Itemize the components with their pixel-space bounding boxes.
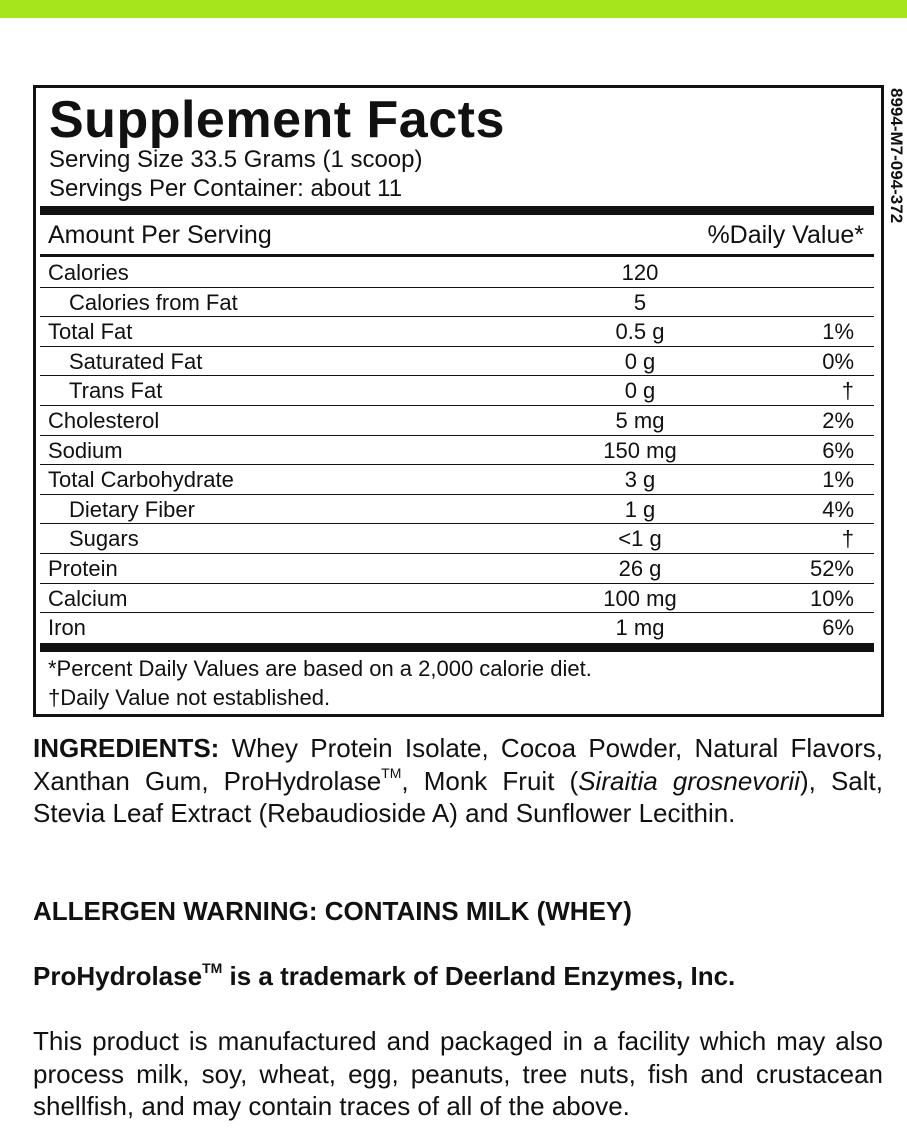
daily-value: 1% — [822, 467, 854, 493]
nutrient-amount: 0.5 g — [615, 319, 665, 345]
product-code: 8994-M7-094-372 — [887, 88, 906, 224]
nutrient-amount: 3 g — [624, 467, 656, 493]
ingredients-text: Whey Protein Isolate, Cocoa Powder, Natu… — [33, 733, 883, 796]
daily-value: 1% — [822, 319, 854, 345]
servings-per-container: Servings Per Container: about 11 — [49, 175, 403, 202]
row-rule — [40, 375, 874, 377]
nutrient-row: Cholesterol 5 mg 2% — [40, 406, 874, 436]
nutrient-amount: 150 mg — [603, 437, 677, 463]
daily-value: 2% — [822, 408, 854, 433]
serving-size: Serving Size 33.5 Grams (1 scoop) — [49, 146, 423, 173]
trademark-note: ProHydrolaseTM is a trademark of Deerlan… — [33, 960, 883, 993]
nutrient-amount: 0 g — [624, 378, 656, 404]
trademark-mark: TM — [202, 960, 223, 976]
daily-value: † — [841, 378, 854, 404]
medium-rule — [40, 254, 874, 257]
ingredients-label: INGREDIENTS: — [33, 733, 220, 763]
nutrient-row: Total Carbohydrate 3 g 1% — [40, 465, 874, 495]
nutrient-amount: 5 — [633, 289, 647, 315]
nutrient-name: Protein — [48, 556, 118, 581]
nutrient-name: Calories from Fat — [69, 289, 238, 315]
nutrient-row: Saturated Fat 0 g 0% — [40, 347, 874, 377]
footnote: †Daily Value not established. — [48, 685, 331, 710]
amount-header: Amount Per Serving — [48, 221, 272, 249]
nutrient-name: Calcium — [48, 585, 128, 611]
nutrient-name: Iron — [48, 615, 86, 641]
footnote: *Percent Daily Values are based on a 2,0… — [48, 656, 592, 681]
ingredients-text: ), Salt, Stevia Leaf Extract (Rebaudiosi… — [33, 765, 883, 829]
nutrient-name: Sodium — [48, 437, 123, 463]
nutrient-amount: 5 mg — [615, 408, 665, 433]
nutrient-amount: 100 mg — [603, 585, 677, 611]
allergen-warning: ALLERGEN WARNING: CONTAINS MILK (WHEY) — [33, 896, 632, 926]
row-rule — [40, 434, 874, 436]
nutrient-row: Dietary Fiber 1 g 4% — [40, 495, 874, 525]
nutrient-row: Calories 120 — [40, 258, 874, 288]
nutrient-name: Cholesterol — [48, 408, 160, 433]
daily-value: 10% — [809, 585, 854, 611]
daily-value: 4% — [822, 496, 854, 522]
nutrient-name: Trans Fat — [69, 378, 163, 404]
supplement-facts-panel: Supplement Facts Serving Size 33.5 Grams… — [33, 85, 884, 717]
title: Supplement Facts — [49, 91, 505, 149]
nutrient-amount: <1 g — [618, 526, 662, 552]
nutrient-row: Sugars <1 g † — [40, 524, 874, 554]
nutrient-amount: 120 — [621, 260, 659, 285]
nutrient-row: Calcium 100 mg 10% — [40, 584, 874, 614]
facility-statement: This product is manufactured and package… — [33, 1026, 883, 1121]
nutrient-name: Calories — [48, 260, 129, 285]
row-rule — [40, 404, 874, 406]
nutrient-row: Iron 1 mg 6% — [40, 613, 874, 643]
daily-value: † — [841, 526, 854, 552]
daily-value: 52% — [809, 556, 854, 581]
nutrient-name: Total Carbohydrate — [48, 467, 234, 493]
nutrient-name: Dietary Fiber — [69, 496, 195, 522]
nutrient-name: Sugars — [69, 526, 139, 552]
nutrient-row: Protein 26 g 52% — [40, 554, 874, 584]
nutrient-row: Calories from Fat 5 — [40, 288, 874, 318]
nutrient-row: Total Fat 0.5 g 1% — [40, 317, 874, 347]
row-rule — [40, 582, 874, 584]
daily-value: 6% — [822, 437, 854, 463]
nutrient-row: Trans Fat 0 g † — [40, 376, 874, 406]
thick-rule — [40, 206, 874, 215]
nutrient-amount: 1 mg — [615, 615, 665, 641]
row-rule — [40, 493, 874, 495]
daily-value: 0% — [822, 348, 854, 374]
row-rule — [40, 523, 874, 525]
trademark-name: ProHydrolase — [33, 961, 203, 991]
ingredients-text: , Monk Fruit ( — [401, 765, 579, 796]
nutrient-row: Sodium 150 mg 6% — [40, 436, 874, 466]
row-rule — [40, 316, 874, 318]
ingredients-text: Siraitia grosnevorii — [578, 765, 800, 796]
trademark-text: is a trademark of Deerland Enzymes, Inc. — [222, 961, 736, 991]
daily-value: 6% — [822, 615, 854, 641]
thick-rule — [40, 643, 874, 652]
dv-header: %Daily Value* — [707, 221, 864, 249]
nutrient-name: Total Fat — [48, 319, 133, 345]
row-rule — [40, 612, 874, 614]
row-rule — [40, 552, 874, 554]
ingredients: INGREDIENTS: Whey Protein Isolate, Cocoa… — [33, 732, 883, 830]
nutrient-amount: 1 g — [624, 496, 656, 522]
nutrient-amount: 0 g — [624, 348, 656, 374]
top-bar — [0, 0, 907, 18]
nutrient-amount: 26 g — [618, 556, 662, 581]
ingredients-text: TM — [381, 764, 402, 781]
row-rule — [40, 286, 874, 288]
row-rule — [40, 464, 874, 466]
nutrient-name: Saturated Fat — [69, 348, 203, 374]
row-rule — [40, 345, 874, 347]
